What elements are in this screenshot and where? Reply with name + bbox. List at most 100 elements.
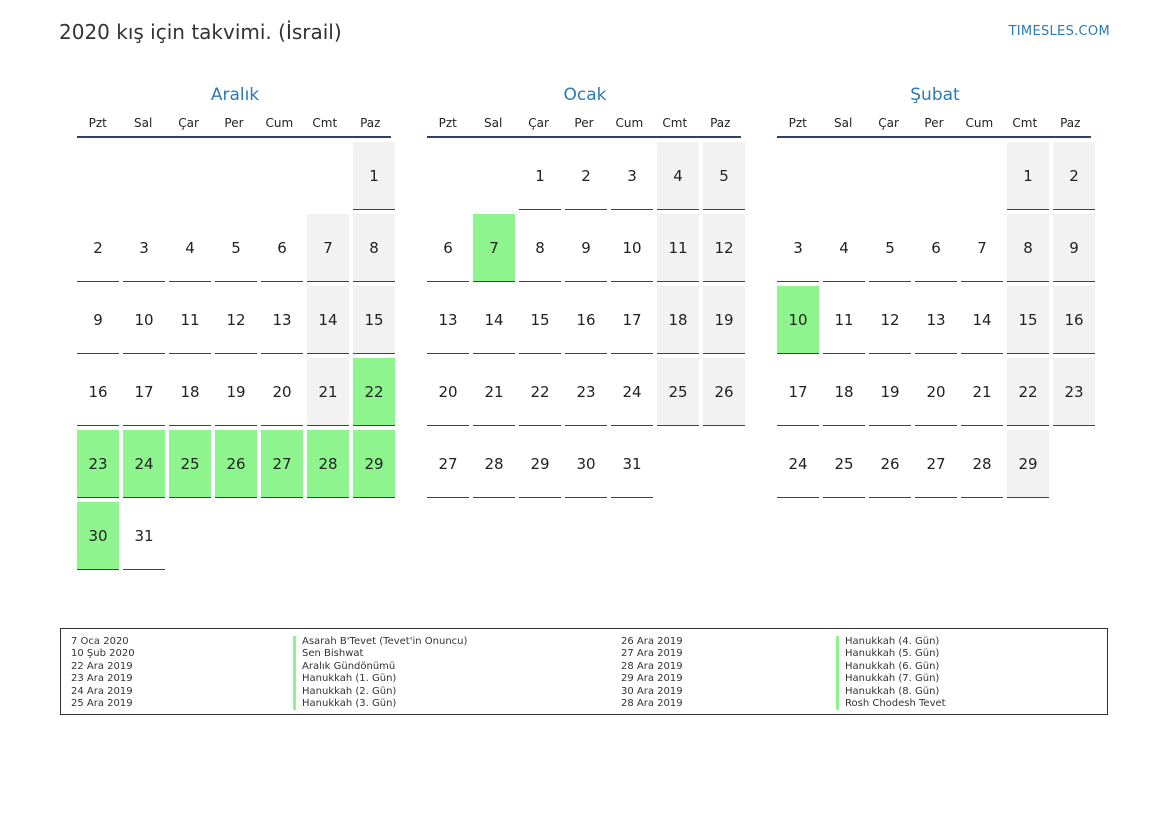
day-cell: 17	[777, 358, 819, 426]
legend-dates-right: 26 Ara 2019 27 Ara 2019 28 Ara 2019 29 Ara …	[621, 636, 683, 710]
weekday-header: Pzt Sal Çar Per Cum Cmt Paz	[427, 116, 741, 138]
day-cell: 10	[123, 286, 165, 354]
legend-holiday-name: Rosh Chodesh Tevet	[836, 697, 946, 711]
legend-dates-left: 7 Oca 2020 10 Şub 2020 22 Ara 2019 23 Ara 2…	[71, 636, 135, 710]
day-cell: 25	[657, 358, 699, 426]
day-cell: 22	[353, 358, 395, 426]
day-cell: 4	[169, 214, 211, 282]
day-cell: 17	[123, 358, 165, 426]
legend-holiday-name: Hanukkah (2. Gün)	[293, 685, 467, 698]
day-cell: 4	[823, 214, 865, 282]
day-cell: 6	[261, 214, 303, 282]
day-cell: 12	[703, 214, 745, 282]
day-cell: 27	[427, 430, 469, 498]
legend-date: 25 Ara 2019	[71, 697, 133, 709]
weekday-label: Çar	[528, 116, 549, 130]
day-cell: 14	[961, 286, 1003, 354]
day-cell: 19	[703, 286, 745, 354]
day-cell: 21	[307, 358, 349, 426]
weekday-label: Cum	[265, 116, 294, 130]
day-cell: 6	[915, 214, 957, 282]
day-cell: 16	[565, 286, 607, 354]
day-cell: 10	[611, 214, 653, 282]
weekday-label: Cmt	[662, 116, 688, 130]
legend-date: 28 Ara 2019	[621, 660, 683, 672]
day-cell: 19	[215, 358, 257, 426]
day-cell: 14	[473, 286, 515, 354]
legend-holiday-name: Hanukkah (1. Gün)	[293, 673, 467, 686]
legend-date: 30 Ara 2019	[621, 685, 683, 697]
weekday-header: Pzt Sal Çar Per Cum Cmt Paz	[77, 116, 391, 138]
day-cell: 15	[519, 286, 561, 354]
site-link[interactable]: TIMESLES.COM	[1008, 24, 1110, 39]
empty-cell	[869, 142, 911, 210]
weekday-label: Sal	[483, 116, 503, 130]
empty-cell	[77, 142, 119, 210]
day-cell: 21	[961, 358, 1003, 426]
day-cell: 3	[123, 214, 165, 282]
day-cell: 5	[215, 214, 257, 282]
empty-cell	[215, 142, 257, 210]
day-cell: 8	[353, 214, 395, 282]
day-cell: 4	[657, 142, 699, 210]
day-cell: 30	[77, 502, 119, 570]
day-cell: 10	[777, 286, 819, 354]
day-grid: 1 2 3 4 5 6 7 8 9 10 11 12 13 14 15 16 17 18 19 20 21 22 23 24 2…	[777, 142, 1095, 498]
legend-date: 26 Ara 2019	[621, 636, 683, 647]
legend-date: 24 Ara 2019	[71, 685, 133, 697]
day-cell: 26	[703, 358, 745, 426]
day-cell: 27	[261, 430, 303, 498]
weekday-label: Cmt	[1012, 116, 1038, 130]
day-cell: 22	[1007, 358, 1049, 426]
day-cell: 20	[915, 358, 957, 426]
day-cell: 1	[1007, 142, 1049, 210]
day-cell: 12	[869, 286, 911, 354]
day-cell: 29	[353, 430, 395, 498]
holiday-legend: 7 Oca 2020 10 Şub 2020 22 Ara 2019 23 Ara 2…	[60, 628, 1108, 715]
month-calendar-ocak: Ocak Pzt Sal Çar Per Cum Cmt Paz 1 2 3 4 5 6 7 8 9 10 11…	[427, 84, 745, 498]
day-cell: 8	[519, 214, 561, 282]
day-cell: 1	[519, 142, 561, 210]
legend-date: 28 Ara 2019	[621, 697, 683, 709]
day-cell: 23	[77, 430, 119, 498]
weekday-label: Cum	[965, 116, 994, 130]
legend-date: 7 Oca 2020	[71, 636, 129, 647]
day-cell: 28	[307, 430, 349, 498]
day-grid: 1 2 3 4 5 6 7 8 9 10 11 12 13 14 15 16 17 18 19 20 21 22 23 24 2…	[77, 142, 395, 570]
legend-date: 22 Ara 2019	[71, 660, 133, 672]
day-cell: 9	[1053, 214, 1095, 282]
weekday-label: Paz	[1060, 116, 1081, 130]
empty-cell	[123, 142, 165, 210]
legend-holiday-name: Aralık Gündönümü	[293, 660, 467, 674]
weekday-label: Pzt	[788, 116, 807, 130]
day-cell: 2	[1053, 142, 1095, 210]
day-cell: 20	[261, 358, 303, 426]
weekday-label: Sal	[833, 116, 853, 130]
day-cell: 19	[869, 358, 911, 426]
legend-names-right: Hanukkah (4. Gün) Hanukkah (5. Gün) Hanukk…	[836, 636, 946, 711]
legend-date: 27 Ara 2019	[621, 648, 683, 660]
day-cell: 18	[169, 358, 211, 426]
legend-holiday-name: Sen Bishwat	[293, 648, 467, 661]
day-cell: 31	[123, 502, 165, 570]
month-calendar-aralik: Aralık Pzt Sal Çar Per Cum Cmt Paz 1 2 3 4 5 6 7 8 9 10…	[77, 84, 395, 570]
day-cell: 24	[123, 430, 165, 498]
day-cell: 5	[703, 142, 745, 210]
day-cell: 22	[519, 358, 561, 426]
legend-holiday-name: Hanukkah (3. Gün)	[293, 697, 467, 711]
day-cell: 27	[915, 430, 957, 498]
weekday-label: Cum	[615, 116, 644, 130]
day-cell: 13	[261, 286, 303, 354]
day-cell: 23	[1053, 358, 1095, 426]
empty-cell	[169, 142, 211, 210]
day-cell: 31	[611, 430, 653, 498]
day-cell: 2	[565, 142, 607, 210]
day-cell: 25	[823, 430, 865, 498]
day-cell: 13	[915, 286, 957, 354]
day-cell: 5	[869, 214, 911, 282]
day-grid: 1 2 3 4 5 6 7 8 9 10 11 12 13 14 15 16 17 18 19 20 21 22 23 24 2…	[427, 142, 745, 498]
month-calendar-subat: Şubat Pzt Sal Çar Per Cum Cmt Paz 1 2 3 4 5 6 7 8 9 10 1…	[777, 84, 1095, 498]
weekday-label: Per	[924, 116, 944, 130]
day-cell: 18	[823, 358, 865, 426]
day-cell: 26	[869, 430, 911, 498]
